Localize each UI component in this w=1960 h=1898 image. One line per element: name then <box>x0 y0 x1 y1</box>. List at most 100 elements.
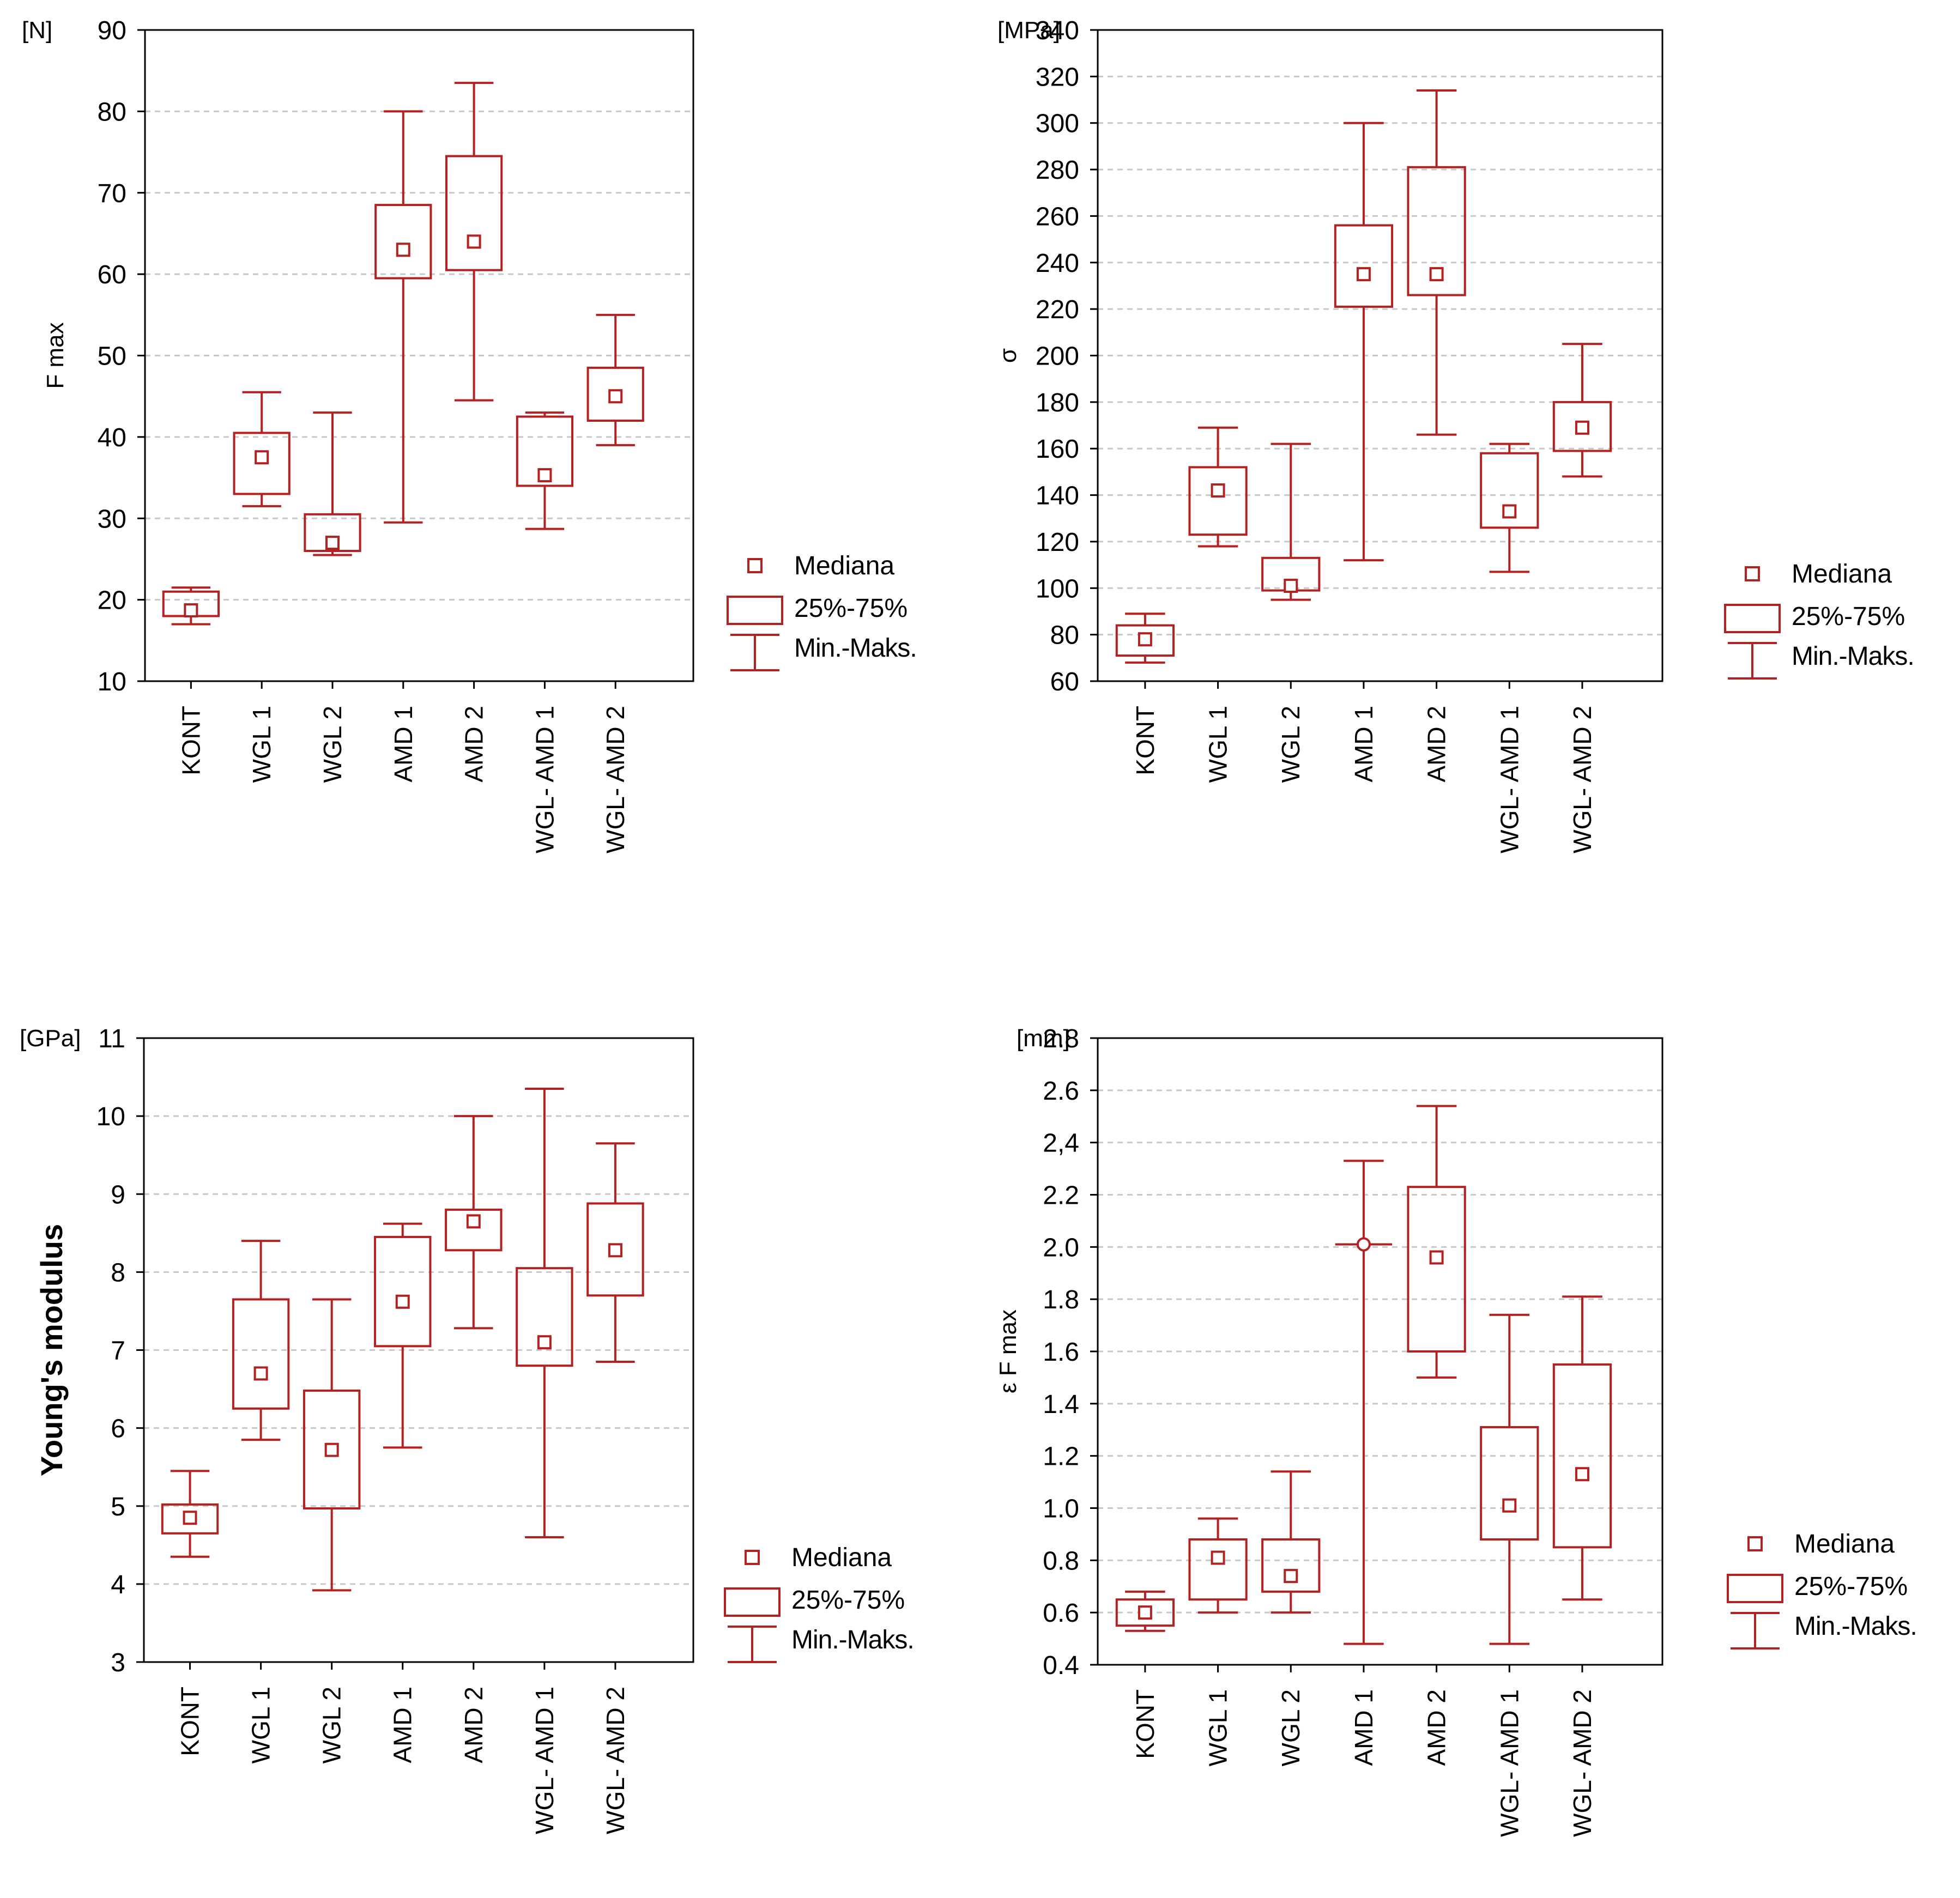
iqr-box <box>1261 1538 1321 1593</box>
legend-box-symbol <box>727 596 783 625</box>
y-tick-label: 8 <box>111 1258 125 1287</box>
legend-whisker-label: Min.-Maks. <box>794 634 917 663</box>
x-tick-label: KONT <box>176 1687 204 1756</box>
x-tick-label: WGL 1 <box>1204 1689 1232 1766</box>
x-tick-label: AMD 1 <box>389 1687 417 1763</box>
median-marker <box>608 389 623 404</box>
legend: Mediana 25%-75% Min.-Maks. <box>724 1543 915 1663</box>
box-5 <box>445 82 503 402</box>
legend-box-symbol <box>1724 604 1781 633</box>
iqr-box <box>233 432 291 495</box>
x-tick-label: AMD 2 <box>460 706 488 783</box>
legend-whisker-label: Min.-Maks. <box>791 1626 914 1654</box>
iqr-box <box>1115 624 1175 657</box>
y-tick-label: 180 <box>1036 389 1079 417</box>
legend-median-symbol <box>745 1550 760 1565</box>
box-7 <box>586 313 644 446</box>
y-tick-label: 140 <box>1036 482 1079 511</box>
iqr-box <box>1552 1363 1612 1549</box>
plot-frame <box>1097 29 1663 682</box>
median-marker <box>1575 1467 1589 1482</box>
y-tick-label: 160 <box>1036 435 1079 464</box>
y-tick-label: 11 <box>98 1024 125 1053</box>
x-tick-label: WGL- AMD 2 <box>1568 706 1596 853</box>
box-3 <box>304 411 361 556</box>
x-tick-label: WGL 1 <box>1204 706 1232 783</box>
y-tick-label: 2.8 <box>1043 1024 1079 1053</box>
y-tick-label: 320 <box>1036 63 1079 92</box>
x-tick-label: WGL 2 <box>1277 1689 1305 1766</box>
y-axis-title: σ <box>995 348 1021 363</box>
plot-frame <box>1097 1037 1663 1666</box>
x-tick-label: WGL- AMD 2 <box>601 706 630 853</box>
y-tick-label: 5 <box>111 1493 125 1521</box>
legend-box-label: 25%-75% <box>1792 602 1905 631</box>
boxplot-panel-1: 10 20 30 40 50 60 70 80 90 [N] F max KONT WGL 1 WGL 2… <box>22 16 917 853</box>
legend-median-symbol <box>1745 566 1760 581</box>
y-tick-label: 60 <box>98 260 126 289</box>
box-6 <box>516 1088 573 1538</box>
y-tick-label: 2.0 <box>1043 1233 1079 1262</box>
median-marker <box>466 1214 481 1229</box>
box-4 <box>1335 1160 1393 1645</box>
box-3 <box>1261 442 1321 601</box>
box-6 <box>1480 1313 1539 1645</box>
x-tick-label: AMD 2 <box>1423 1689 1451 1766</box>
legend-median-symbol <box>747 558 763 573</box>
iqr-box <box>586 366 644 422</box>
box-2 <box>233 391 291 507</box>
y-tick-label: 100 <box>1036 574 1079 603</box>
iqr-box <box>161 1503 219 1535</box>
y-tick-label: 80 <box>98 98 126 126</box>
iqr-box <box>445 155 503 271</box>
y-tick-label: 340 <box>1036 16 1079 45</box>
box-4 <box>1334 122 1394 562</box>
boxplot-panel-4: 0.4 0.6 0.8 1.0 1.2 1.4 1.6 1.8 2.0 2.2 2,4 2.6 2.8[… <box>995 1024 1917 1837</box>
y-tick-label: 90 <box>98 16 126 45</box>
median-marker <box>1502 1498 1517 1513</box>
median-marker <box>396 242 410 257</box>
y-unit-label: [mm] <box>1017 1025 1070 1052</box>
median-marker <box>1502 504 1517 519</box>
boxplot-panel-3: 3 4 5 6 7 8 9 10 11 [GPa] Young's modulus KONT WGL 1… <box>20 1024 915 1834</box>
box-1 <box>1115 613 1175 664</box>
x-tick-label: WGL- AMD 2 <box>601 1687 630 1834</box>
y-unit-label: [GPa] <box>20 1025 81 1052</box>
box-1 <box>1115 1590 1175 1632</box>
y-tick-label: 70 <box>98 179 126 208</box>
iqr-box <box>1480 452 1539 529</box>
box-6 <box>516 411 574 530</box>
x-tick-label: WGL 1 <box>247 706 276 783</box>
legend-median-label: Mediana <box>1794 1530 1895 1559</box>
y-tick-label: 2.2 <box>1043 1181 1079 1210</box>
iqr-box <box>374 204 432 280</box>
median-marker <box>1429 1250 1444 1265</box>
legend-median-label: Mediana <box>1792 560 1892 589</box>
median-marker <box>324 1442 339 1457</box>
y-tick-label: 0.6 <box>1043 1599 1079 1628</box>
y-tick-label: 60 <box>1050 668 1079 696</box>
box-4 <box>374 110 432 524</box>
y-tick-label: 6 <box>111 1415 125 1444</box>
y-tick-label: 1.6 <box>1043 1338 1079 1367</box>
y-tick-label: 10 <box>96 1102 125 1131</box>
x-tick-label: WGL- AMD 1 <box>1495 706 1523 853</box>
x-tick-label: WGL 2 <box>318 1687 346 1763</box>
legend-box-label: 25%-75% <box>791 1586 905 1615</box>
iqr-box <box>304 513 361 552</box>
median-marker <box>467 234 481 249</box>
x-tick-label: WGL 1 <box>247 1687 275 1763</box>
median-marker <box>1211 483 1225 498</box>
median-marker <box>1284 579 1298 593</box>
y-axis-title: F max <box>42 322 69 389</box>
box-3 <box>303 1298 361 1592</box>
median-marker <box>183 1511 197 1525</box>
iqr-box <box>1115 1598 1175 1627</box>
y-tick-label: 40 <box>98 423 126 452</box>
y-axis-title: Young's modulus <box>34 1224 69 1476</box>
x-tick-label: AMD 1 <box>1350 706 1378 783</box>
y-tick-label: 300 <box>1036 110 1079 138</box>
box-7 <box>1552 1295 1612 1601</box>
